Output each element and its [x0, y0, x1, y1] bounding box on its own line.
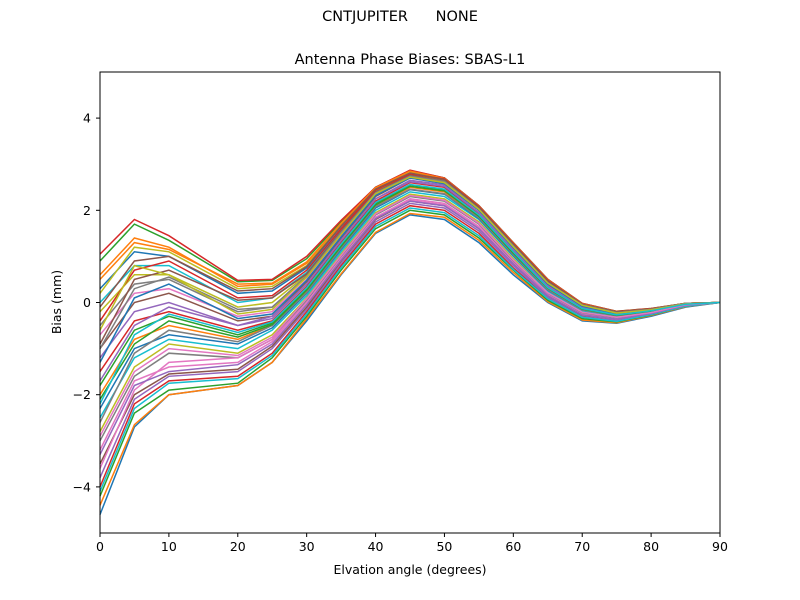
series-line-39: [99, 176, 721, 331]
y-axis-ticks: −4 −2 0 2 4: [73, 111, 100, 494]
x-tick-label: 50: [436, 539, 452, 554]
series-line-37: [99, 194, 721, 437]
y-tick-label: −4: [73, 479, 91, 494]
series-line-10: [99, 191, 721, 419]
series-line-7: [99, 198, 721, 451]
y-tick-label: 0: [83, 295, 91, 310]
chart-title: Antenna Phase Biases: SBAS-L1: [295, 52, 526, 68]
series-line-6: [99, 200, 721, 465]
x-tick-label: 70: [574, 539, 590, 554]
y-tick-label: −2: [73, 387, 91, 402]
x-tick-label: 0: [96, 539, 104, 554]
x-tick-label: 40: [368, 539, 384, 554]
series-line-3: [99, 209, 721, 497]
series-line-5: [99, 202, 721, 479]
series-line-40: [99, 183, 721, 405]
series-line-4: [99, 204, 721, 488]
series-line-35: [99, 200, 721, 455]
y-axis-label: Bias (mm): [49, 270, 64, 334]
series-line-30: [99, 207, 721, 492]
x-tick-label: 20: [230, 539, 246, 554]
x-tick-label: 30: [299, 539, 315, 554]
series-line-33: [99, 185, 721, 400]
x-tick-label: 10: [161, 539, 177, 554]
series-lines: [99, 169, 721, 515]
x-axis-label: Elvation angle (degrees): [333, 562, 486, 577]
x-tick-label: 90: [712, 539, 728, 554]
x-axis-ticks: 0 10 20 30 40 50 60 70 80 90: [96, 533, 728, 554]
y-tick-label: 4: [83, 111, 91, 126]
x-tick-label: 80: [643, 539, 659, 554]
figure-suptitle: CNTJUPITER NONE: [322, 9, 478, 25]
series-line-2: [99, 212, 721, 506]
x-tick-label: 60: [505, 539, 521, 554]
series-line-36: [99, 172, 721, 313]
y-tick-label: 2: [83, 203, 91, 218]
